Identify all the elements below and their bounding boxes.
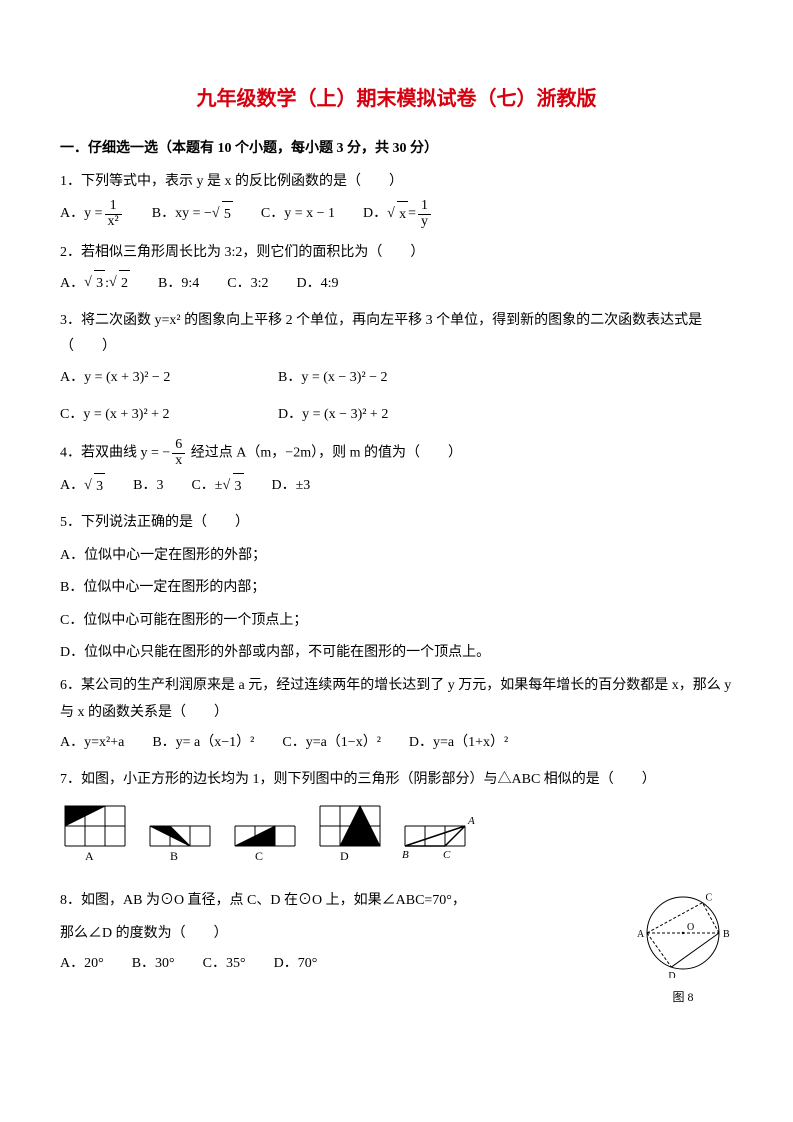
q1-opt-a: A． y = 1x²: [60, 199, 124, 229]
q8-opt-c: C．35°: [203, 951, 246, 978]
q4-opt-d: D．±3: [272, 473, 311, 500]
q4-opt-a: A．3: [60, 473, 105, 501]
q2-options: A． 3 : 2 B．9:4 C．3:2 D．4:9: [60, 270, 733, 298]
svg-text:B: B: [402, 849, 409, 861]
q2-opt-a: A． 3 : 2: [60, 270, 130, 298]
q8-fig-caption: 图 8: [633, 986, 733, 1009]
svg-text:O: O: [687, 922, 694, 933]
q3-opt-c: C．y = (x + 3)² + 2: [60, 402, 250, 429]
q1-opt-d: D． x = 1y: [363, 199, 433, 229]
q3-options-row2: C．y = (x + 3)² + 2 D．y = (x − 3)² + 2: [60, 402, 480, 429]
q3-stem: 3．将二次函数 y=x² 的图象向上平移 2 个单位，再向左平移 3 个单位，得…: [60, 308, 733, 361]
q3-opt-d: D．y = (x − 3)² + 2: [278, 402, 388, 429]
svg-text:B: B: [723, 929, 730, 940]
q7-figures: A B C D A B C: [60, 801, 733, 882]
q6-options: A．y=x²+a B．y= a（x−1）² C．y=a（1−x）² D．y=a（…: [60, 730, 733, 757]
svg-text:C: C: [705, 893, 712, 904]
q3-opt-b: B．y = (x − 3)² − 2: [278, 365, 388, 392]
q8-opt-b: B．30°: [132, 951, 175, 978]
q1-opt-c: C．y = x − 1: [261, 201, 335, 228]
q6-opt-a: A．y=x²+a: [60, 730, 124, 757]
q2-stem: 2．若相似三角形周长比为 3:2，则它们的面积比为（ ）: [60, 240, 733, 267]
q5-opt-d: D．位似中心只能在图形的外部或内部，不可能在图形的一个顶点上。: [60, 640, 733, 667]
q8-svg: A B C D O: [633, 888, 733, 978]
q5-stem: 5．下列说法正确的是（ ）: [60, 510, 733, 537]
q2-opt-d: D．4:9: [296, 271, 338, 298]
svg-text:D: D: [668, 971, 675, 978]
q3-options-row1: A．y = (x + 3)² − 2 B．y = (x − 3)² − 2: [60, 365, 480, 392]
q1-stem: 1．下列等式中，表示 y 是 x 的反比例函数的是（ ）: [60, 169, 733, 196]
q7-stem: 7．如图，小正方形的边长均为 1，则下列图中的三角形（阴影部分）与△ABC 相似…: [60, 767, 733, 794]
q5-opt-a: A．位似中心一定在图形的外部；: [60, 543, 733, 570]
q8-opt-d: D．70°: [274, 951, 318, 978]
svg-text:C: C: [443, 849, 451, 861]
q1-opt-b: B． xy = −5: [152, 201, 233, 229]
svg-text:D: D: [340, 849, 349, 863]
q8-opt-a: A．20°: [60, 951, 104, 978]
svg-text:A: A: [467, 815, 475, 827]
svg-text:A: A: [637, 929, 645, 940]
q5-opt-b: B．位似中心一定在图形的内部；: [60, 575, 733, 602]
q3-opt-a: A．y = (x + 3)² − 2: [60, 365, 250, 392]
q1-options: A． y = 1x² B． xy = −5 C．y = x − 1 D． x =…: [60, 199, 733, 229]
exam-title: 九年级数学（上）期末模拟试卷（七）浙教版: [60, 80, 733, 118]
q6-opt-d: D．y=a（1+x）²: [409, 730, 508, 757]
svg-text:C: C: [255, 849, 263, 863]
q6-stem: 6．某公司的生产利润原来是 a 元，经过连续两年的增长达到了 y 万元，如果每年…: [60, 673, 733, 726]
q6-opt-b: B．y= a（x−1）²: [152, 730, 254, 757]
q2-opt-b: B．9:4: [158, 271, 199, 298]
svg-text:B: B: [170, 849, 178, 863]
q4-stem: 4．若双曲线 y = −6x 经过点 A（m，−2m），则 m 的值为（ ）: [60, 438, 733, 468]
q7-svg: A B C D A B C: [60, 801, 720, 871]
q4-opt-b: B．3: [133, 473, 163, 500]
section-heading: 一．仔细选一选（本题有 10 个小题，每小题 3 分，共 30 分）: [60, 136, 733, 163]
q4-opt-c: C．±3: [191, 473, 243, 501]
q2-opt-c: C．3:2: [227, 271, 268, 298]
q6-opt-c: C．y=a（1−x）²: [282, 730, 381, 757]
svg-text:A: A: [85, 849, 94, 863]
q8-options: A．20° B．30° C．35° D．70°: [60, 951, 623, 978]
q5-opt-c: C．位似中心可能在图形的一个顶点上；: [60, 608, 733, 635]
q4-options: A．3 B．3 C．±3 D．±3: [60, 473, 733, 501]
q8-figure: A B C D O 图 8: [633, 888, 733, 1009]
